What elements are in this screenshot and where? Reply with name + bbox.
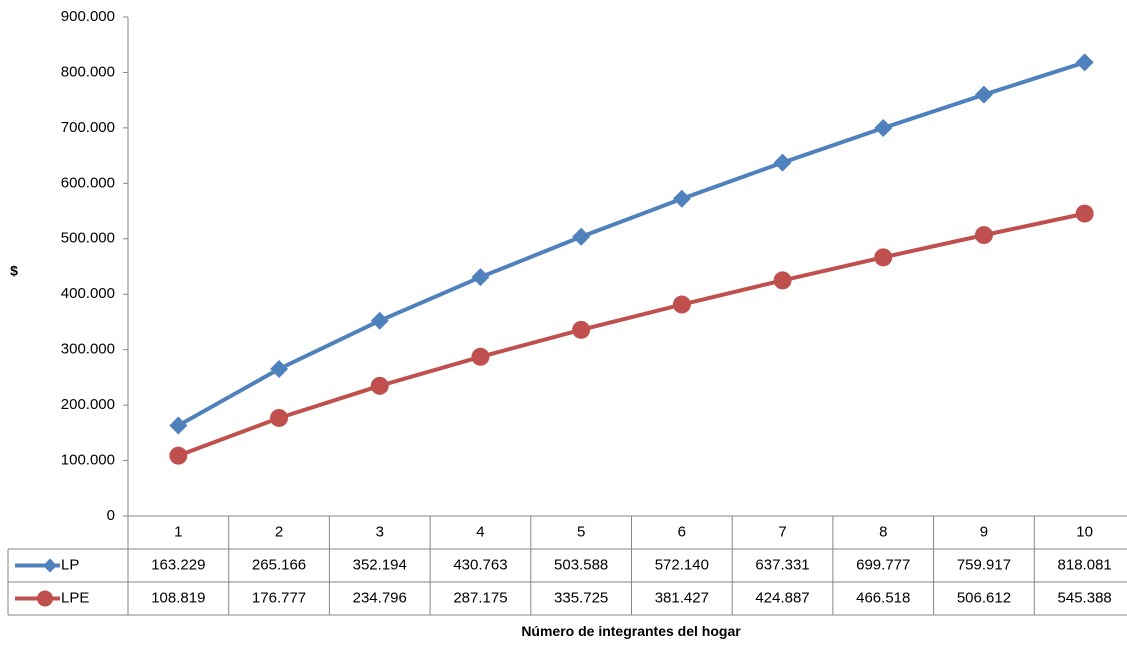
y-tick-label: 100.000 xyxy=(61,452,115,469)
y-axis-title: $ xyxy=(10,263,18,279)
y-axis: 0 100.000 200.000 300.000 400.000 500.000 600.… xyxy=(61,8,129,524)
data-point xyxy=(572,227,591,246)
data-point xyxy=(773,153,792,172)
table-value: 108.819 xyxy=(151,589,205,606)
data-point xyxy=(169,446,188,465)
y-tick-label: 600.000 xyxy=(61,174,115,191)
data-point xyxy=(874,248,893,267)
data-point xyxy=(974,226,993,245)
data-point xyxy=(270,408,289,427)
data-point xyxy=(874,119,893,138)
data-point xyxy=(370,376,389,395)
data-point xyxy=(471,268,490,287)
x-tick-label: 4 xyxy=(476,523,484,540)
table-value: 503.588 xyxy=(554,556,608,573)
y-tick-label: 400.000 xyxy=(61,285,115,302)
table-value: 163.229 xyxy=(151,556,205,573)
table-value: 234.796 xyxy=(353,589,407,606)
table-value: 424.887 xyxy=(755,589,809,606)
table-value: 176.777 xyxy=(252,589,306,606)
data-point xyxy=(572,320,591,339)
legend-label: LPE xyxy=(61,589,89,606)
y-tick-label: 800.000 xyxy=(61,63,115,80)
table-value: 545.388 xyxy=(1058,589,1112,606)
data-point xyxy=(370,311,389,330)
y-tick-label: 300.000 xyxy=(61,341,115,358)
y-tick-label: 0 xyxy=(107,507,115,524)
table-value: 637.331 xyxy=(755,556,809,573)
x-tick-label: 3 xyxy=(376,523,384,540)
x-axis-title: Número de integrantes del hogar xyxy=(521,623,741,639)
legend-key-marker xyxy=(37,590,53,607)
table-value: 572.140 xyxy=(655,556,709,573)
x-tick-label: 1 xyxy=(174,523,182,540)
data-point xyxy=(974,85,993,104)
x-tick-label: 2 xyxy=(275,523,283,540)
data-table: 1 2 3 4 5 6 7 8 9 10 LP 163.229 265.166 352.194 430.76… xyxy=(7,515,1127,616)
x-tick-label: 10 xyxy=(1076,523,1093,540)
table-value: 466.518 xyxy=(856,589,910,606)
table-value: 818.081 xyxy=(1058,556,1112,573)
table-value: 506.612 xyxy=(957,589,1011,606)
x-tick-label: 9 xyxy=(980,523,988,540)
data-point xyxy=(471,347,490,366)
data-point xyxy=(1075,53,1094,72)
x-tick-label: 8 xyxy=(879,523,887,540)
x-tick-label: 6 xyxy=(678,523,686,540)
data-point xyxy=(270,359,289,378)
data-point xyxy=(773,271,792,290)
table-value: 381.427 xyxy=(655,589,709,606)
table-value: 287.175 xyxy=(453,589,507,606)
table-value: 759.917 xyxy=(957,556,1011,573)
x-tick-label: 7 xyxy=(778,523,786,540)
table-value: 265.166 xyxy=(252,556,306,573)
y-tick-label: 500.000 xyxy=(61,230,115,247)
plot-area xyxy=(169,53,1094,465)
x-tick-label: 5 xyxy=(577,523,585,540)
y-tick-label: 700.000 xyxy=(61,119,115,136)
series-line xyxy=(177,60,1086,428)
table-value: 430.763 xyxy=(453,556,507,573)
legend-key-marker xyxy=(43,558,57,573)
data-point xyxy=(672,189,691,208)
y-tick-label: 200.000 xyxy=(61,396,115,413)
table-value: 352.194 xyxy=(353,556,407,573)
data-point xyxy=(169,416,188,435)
data-point xyxy=(672,295,691,314)
y-tick-label: 900.000 xyxy=(61,8,115,25)
series-line xyxy=(177,211,1086,458)
table-value: 699.777 xyxy=(856,556,910,573)
table-value: 335.725 xyxy=(554,589,608,606)
legend-label: LP xyxy=(61,556,79,573)
data-point xyxy=(1075,204,1094,223)
